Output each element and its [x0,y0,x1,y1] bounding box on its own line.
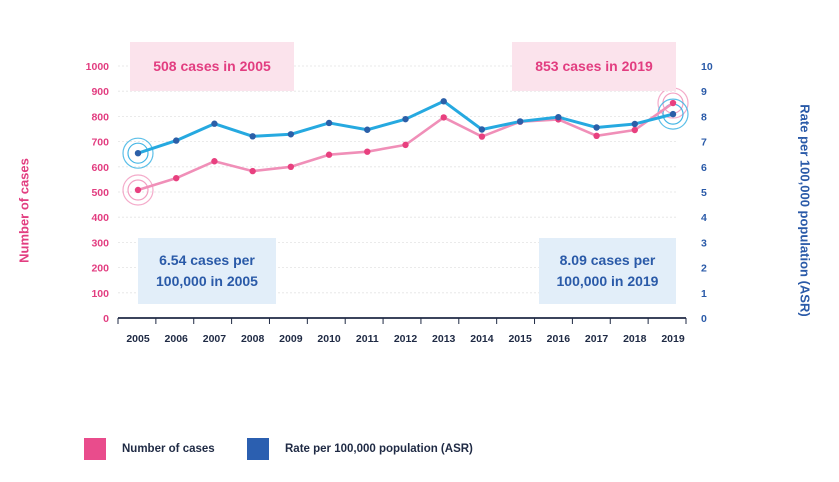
x-tick-label: 2019 [661,333,685,345]
data-point-rate [287,131,295,138]
data-point-cases [593,132,600,140]
data-point-cases [478,133,486,140]
legend-item-rate: Rate per 100,000 population (ASR) [247,438,473,460]
data-point-rate [134,149,142,157]
y-left-tick-label: 1000 [86,61,110,73]
data-point-rate [478,126,486,133]
y-right-tick-label: 10 [701,61,713,73]
highlight-ring-inner [127,142,149,164]
callout-rate-2019: 8.09 cases per 100,000 in 2019 [539,238,676,304]
y-right-tick-label: 7 [701,137,707,149]
y-left-tick-label: 300 [91,237,109,249]
x-tick-label: 2006 [165,333,189,345]
x-tick-label: 2012 [394,333,418,345]
y-right-tick-label: 0 [701,313,707,325]
data-point-rate [593,124,600,131]
y-right-tick-label: 9 [701,86,707,98]
data-point-rate [364,126,371,133]
y-right-tick-label: 1 [701,288,707,300]
y-axis-left-label: Number of cases [16,158,32,263]
highlight-ring-inner [127,179,149,201]
highlight-ring-outer [122,174,154,206]
x-tick-label: 2005 [126,333,150,345]
data-point-cases [631,126,638,134]
data-point-cases [364,148,371,155]
callout-rate-2005: 6.54 cases per 100,000 in 2005 [138,238,276,304]
legend-item-cases: Number of cases [84,438,215,460]
y-right-tick-label: 6 [701,162,707,174]
y-left-tick-label: 400 [91,212,109,224]
data-point-rate [211,120,218,127]
legend-swatch-rate [247,438,269,460]
data-point-cases [325,151,333,158]
data-point-cases [287,163,295,170]
x-tick-label: 2016 [547,333,571,345]
legend-swatch-cases [84,438,106,460]
x-tick-label: 2017 [585,333,609,345]
data-point-cases [211,158,218,165]
data-point-rate [516,118,524,125]
y-right-tick-label: 5 [701,187,707,199]
data-point-rate [402,115,409,123]
y-left-tick-label: 0 [103,313,109,325]
x-tick-label: 2009 [279,333,303,345]
data-point-rate [631,120,638,128]
legend-label-rate: Rate per 100,000 population (ASR) [285,443,473,455]
x-tick-label: 2018 [623,333,647,345]
x-tick-label: 2014 [470,333,494,345]
data-point-rate [249,133,256,140]
y-right-tick-label: 8 [701,111,707,123]
y-left-tick-label: 700 [91,137,109,149]
data-point-cases [134,186,142,194]
data-point-cases [249,167,256,175]
x-tick-label: 2008 [241,333,265,345]
data-point-rate [173,137,180,144]
x-tick-label: 2015 [508,333,532,345]
callout-cases-2019: 853 cases in 2019 [512,42,676,91]
data-point-rate [669,110,677,118]
y-left-tick-label: 100 [91,288,109,300]
data-point-cases [669,99,677,107]
data-point-rate [440,98,447,105]
data-point-cases [402,141,409,149]
legend-label-cases: Number of cases [122,443,215,455]
data-point-rate [325,119,333,127]
callout-cases-2005: 508 cases in 2005 [130,42,294,91]
data-point-cases [440,114,447,121]
data-point-rate [555,113,562,121]
highlight-ring-outer [122,137,154,169]
y-left-tick-label: 600 [91,162,109,174]
y-left-tick-label: 200 [91,263,109,275]
x-tick-label: 2011 [356,333,379,345]
data-point-cases [173,174,180,182]
y-left-tick-label: 500 [91,187,109,199]
y-left-tick-label: 900 [91,86,109,98]
x-tick-label: 2010 [317,333,341,345]
y-axis-right-label: Rate per 100,000 population (ASR) [797,104,813,317]
y-left-tick-label: 800 [91,111,109,123]
x-tick-label: 2013 [432,333,456,345]
y-right-tick-label: 3 [701,237,707,249]
y-right-tick-label: 2 [701,263,707,275]
x-tick-label: 2007 [203,333,227,345]
y-right-tick-label: 4 [701,212,707,224]
